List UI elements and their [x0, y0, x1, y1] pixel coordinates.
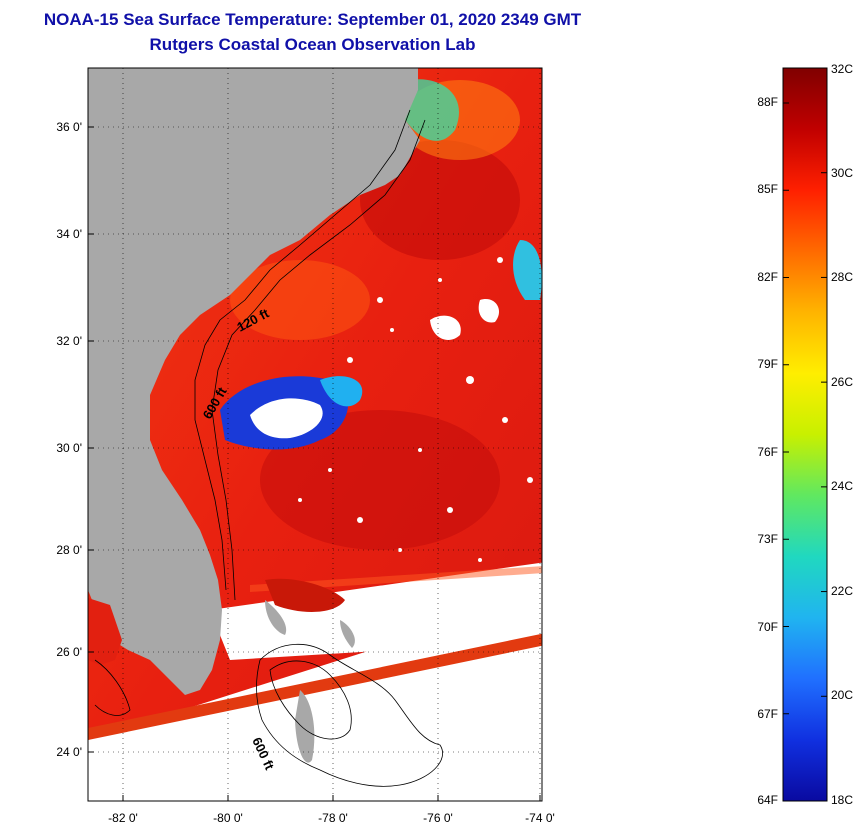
cool-water-patch	[513, 240, 542, 300]
fahrenheit-label: 85F	[757, 182, 778, 196]
swath-stripe	[250, 566, 542, 592]
map-frame	[87, 67, 543, 802]
warm-core-patch	[230, 260, 370, 340]
no-data-region	[210, 562, 542, 660]
contour-bahamas	[256, 643, 443, 787]
cloud-patch	[430, 315, 461, 340]
axis-ticks	[88, 126, 541, 801]
celsius-label: 32C	[831, 62, 853, 76]
sst-map: 36 0' 34 0' 32 0' 30 0' 28 0' 26 0' 24 0…	[56, 67, 555, 825]
contour-bahamas	[269, 660, 352, 740]
land-mass	[88, 68, 420, 695]
cloud-specks	[298, 257, 533, 562]
lat-label: 32 0'	[56, 334, 82, 348]
bahamas-island	[265, 600, 287, 635]
lat-label: 28 0'	[56, 543, 82, 557]
celsius-label: 22C	[831, 584, 853, 598]
fahrenheit-label: 76F	[757, 445, 778, 459]
celsius-label: 24C	[831, 479, 853, 493]
cloud-patch	[478, 299, 500, 323]
colorbar-ticks	[783, 67, 827, 802]
lon-label: -74 0'	[525, 811, 555, 825]
fahrenheit-label: 67F	[757, 707, 778, 721]
celsius-label: 28C	[831, 270, 853, 284]
cool-water-patch	[405, 79, 459, 141]
contour-600ft	[211, 119, 426, 601]
warm-core-patch	[260, 410, 500, 550]
fahrenheit-label: 82F	[757, 270, 778, 284]
lon-label: -76 0'	[423, 811, 453, 825]
swath-stripe	[88, 633, 542, 740]
lon-label: -82 0'	[108, 811, 138, 825]
contour-120ft	[194, 109, 411, 591]
fahrenheit-label: 73F	[757, 532, 778, 546]
fahrenheit-label: 88F	[757, 95, 778, 109]
lat-label: 30 0'	[56, 441, 82, 455]
celsius-label: 20C	[831, 688, 853, 702]
fahrenheit-label: 70F	[757, 620, 778, 634]
fahrenheit-label: 79F	[757, 357, 778, 371]
map-subtitle: Rutgers Coastal Ocean Observation Lab	[149, 35, 476, 54]
bahamas-island	[340, 620, 355, 648]
bahamas-island	[295, 690, 315, 763]
lon-label: -78 0'	[318, 811, 348, 825]
lat-label: 36 0'	[56, 120, 82, 134]
cloud-patch	[250, 398, 323, 439]
map-title: NOAA-15 Sea Surface Temperature: Septemb…	[43, 10, 582, 29]
cool-water-patch	[265, 578, 345, 612]
lat-label: 24 0'	[56, 745, 82, 759]
gulf-water	[88, 598, 122, 665]
celsius-label: 26C	[831, 375, 853, 389]
cool-water-patch	[320, 376, 363, 407]
lon-label: -80 0'	[213, 811, 243, 825]
graticule	[88, 68, 542, 801]
colorbar-gradient	[782, 67, 828, 802]
lat-label: 34 0'	[56, 227, 82, 241]
contour-keys	[94, 659, 131, 716]
celsius-label: 30C	[831, 166, 853, 180]
fahrenheit-label: 64F	[757, 793, 778, 807]
celsius-label: 18C	[831, 793, 853, 807]
lat-label: 26 0'	[56, 645, 82, 659]
